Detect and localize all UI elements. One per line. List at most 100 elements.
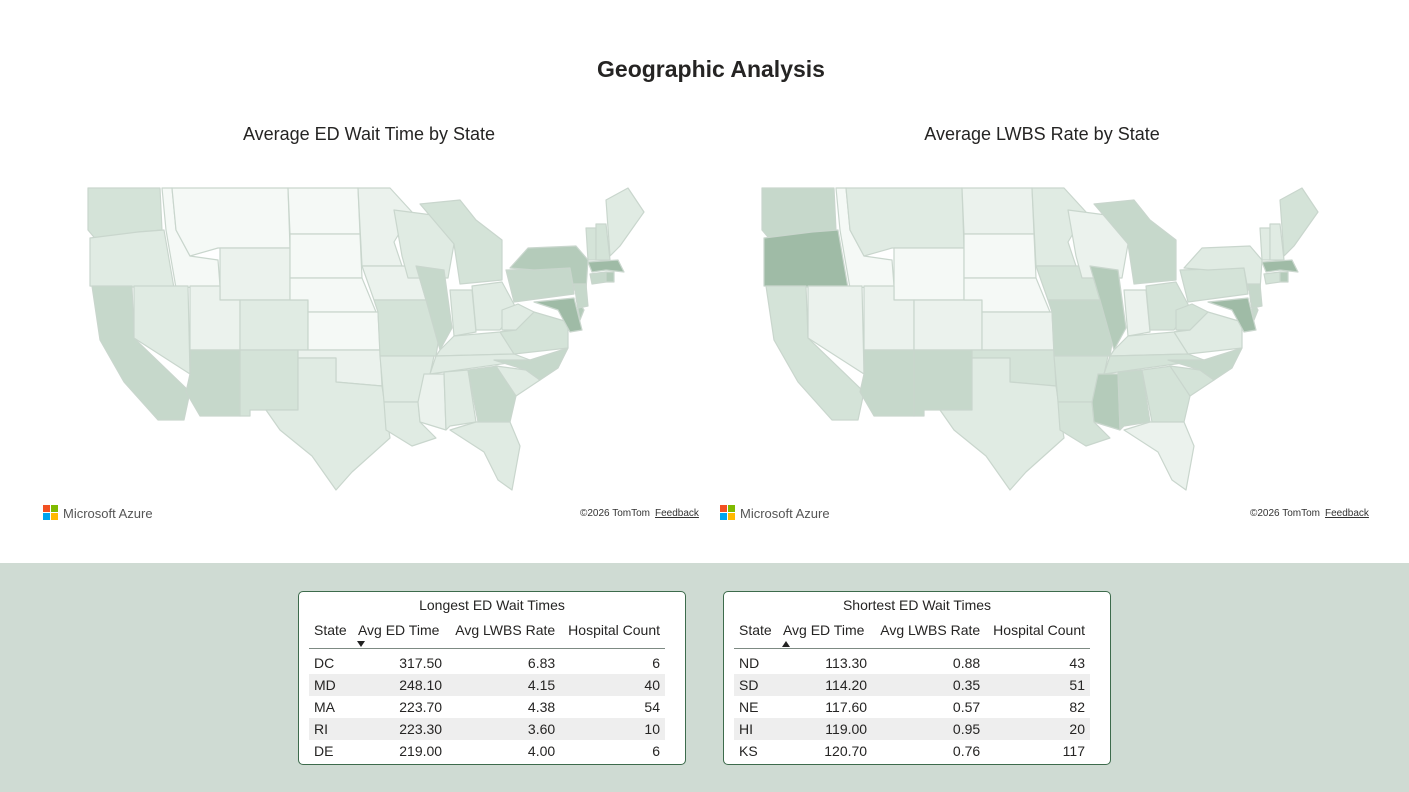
state-md[interactable]	[1207, 297, 1257, 333]
table-row[interactable]: ND 113.30 0.88 43	[734, 649, 1090, 675]
state-sd[interactable]	[289, 233, 363, 279]
col-header-avg-ed-time[interactable]: Avg ED Time	[352, 622, 448, 649]
state-ms[interactable]	[417, 373, 447, 431]
state-nc[interactable]	[1167, 347, 1243, 381]
state-tx[interactable]	[939, 357, 1065, 491]
table-row[interactable]: NE 117.60 0.57 82	[734, 696, 1090, 718]
azure-brand-text: Microsoft Azure	[740, 505, 830, 521]
state-fl[interactable]	[1123, 421, 1195, 491]
state-ca[interactable]	[765, 285, 865, 421]
cell-avg-ed-time: 114.20	[777, 674, 873, 696]
state-tx[interactable]	[265, 357, 391, 491]
state-ks[interactable]	[981, 311, 1055, 351]
cell-state: DC	[314, 655, 335, 671]
state-in[interactable]	[449, 289, 477, 337]
state-il[interactable]	[1089, 265, 1127, 351]
col-header-hospital-count[interactable]: Hospital Count	[560, 622, 665, 649]
state-or[interactable]	[763, 229, 849, 289]
cell-avg-ed-time: 119.00	[777, 718, 873, 740]
state-ct[interactable]	[589, 271, 607, 285]
table-row[interactable]: RI 223.30 3.60 10	[309, 718, 665, 740]
table-row[interactable]: KS 120.70 0.76 117	[734, 740, 1090, 762]
state-ga[interactable]	[1141, 365, 1191, 423]
state-wy[interactable]	[893, 247, 965, 301]
map-wait-time[interactable]	[40, 160, 700, 530]
table-row[interactable]: DE 219.00 4.00 6	[309, 740, 665, 762]
feedback-link[interactable]: Feedback	[655, 508, 699, 519]
state-wv[interactable]	[1175, 303, 1209, 331]
cell-state: HI	[734, 718, 778, 740]
state-mt[interactable]	[171, 187, 291, 257]
state-mi[interactable]	[419, 199, 503, 285]
state-ks[interactable]	[307, 311, 381, 351]
col-header-avg-lwbs-rate[interactable]: Avg LWBS Rate	[447, 622, 561, 649]
state-nd[interactable]	[961, 187, 1035, 235]
state-ri[interactable]	[605, 271, 615, 283]
state-az[interactable]	[185, 349, 241, 417]
col-header-state[interactable]: State	[734, 622, 778, 649]
state-nd[interactable]	[287, 187, 361, 235]
state-nj[interactable]	[1247, 283, 1263, 309]
table-row[interactable]: MD 248.10 4.15 40	[309, 674, 665, 696]
state-vt[interactable]	[585, 227, 597, 261]
page-title: Geographic Analysis	[597, 56, 825, 82]
state-wv[interactable]	[501, 303, 535, 331]
col-header-state[interactable]: State	[309, 622, 353, 649]
map-lwbs-rate[interactable]	[714, 160, 1374, 530]
state-mt[interactable]	[845, 187, 965, 257]
col-header-avg-ed-time[interactable]: Avg ED Time	[777, 622, 873, 649]
azure-attribution: Microsoft Azure	[720, 505, 830, 521]
state-ri[interactable]	[1279, 271, 1289, 283]
state-az[interactable]	[859, 349, 915, 417]
cell-hospital-count: 117	[1062, 743, 1085, 759]
table-row[interactable]: DC 317.50 6.83 6	[309, 649, 665, 675]
col-header-hospital-count[interactable]: Hospital Count	[985, 622, 1090, 649]
state-pa[interactable]	[505, 267, 575, 303]
cell-hospital-count: 10	[560, 718, 665, 740]
state-ma[interactable]	[1261, 259, 1299, 273]
feedback-link[interactable]: Feedback	[1325, 508, 1369, 519]
cell-avg-ed-time: 113.30	[825, 655, 868, 671]
state-il[interactable]	[415, 265, 453, 351]
state-ms[interactable]	[1091, 373, 1121, 431]
us-state-map[interactable]	[40, 160, 700, 530]
table-row[interactable]: SD 114.20 0.35 51	[734, 674, 1090, 696]
state-ga[interactable]	[467, 365, 517, 423]
state-ct[interactable]	[1263, 271, 1281, 285]
state-wy[interactable]	[219, 247, 291, 301]
cell-avg-ed-time: 219.00	[399, 743, 443, 759]
state-co[interactable]	[913, 299, 983, 351]
state-al[interactable]	[443, 369, 477, 431]
sort-descending-icon	[356, 641, 365, 647]
state-co[interactable]	[239, 299, 309, 351]
state-ca[interactable]	[91, 285, 191, 421]
state-or[interactable]	[89, 229, 175, 289]
state-nj[interactable]	[573, 283, 589, 309]
state-nc[interactable]	[493, 347, 569, 381]
state-md[interactable]	[533, 297, 583, 333]
col-header-avg-lwbs-rate[interactable]: Avg LWBS Rate	[872, 622, 986, 649]
state-ma[interactable]	[587, 259, 625, 273]
state-fl[interactable]	[449, 421, 521, 491]
state-me[interactable]	[1279, 187, 1319, 257]
state-mi[interactable]	[1093, 199, 1177, 285]
cell-hospital-count: 82	[1069, 699, 1085, 715]
table-row[interactable]: HI 119.00 0.95 20	[734, 718, 1090, 740]
state-nm[interactable]	[913, 349, 973, 417]
map-title-wait-time: Average ED Wait Time by State	[242, 124, 496, 144]
state-me[interactable]	[605, 187, 645, 257]
table-row[interactable]: MA 223.70 4.38 54	[309, 696, 665, 718]
state-al[interactable]	[1117, 369, 1151, 431]
cell-avg-lwbs-rate: 3.60	[447, 718, 561, 740]
table-title: Longest ED Wait Times	[419, 597, 565, 613]
state-nm[interactable]	[239, 349, 299, 417]
cell-avg-lwbs-rate: 4.00	[527, 743, 556, 759]
state-sd[interactable]	[963, 233, 1037, 279]
state-nh[interactable]	[595, 223, 611, 261]
us-state-map[interactable]	[714, 160, 1374, 530]
state-pa[interactable]	[1179, 267, 1249, 303]
state-in[interactable]	[1123, 289, 1151, 337]
state-vt[interactable]	[1259, 227, 1271, 261]
copyright-text: ©2026 TomTom	[1250, 508, 1320, 519]
state-nh[interactable]	[1269, 223, 1285, 261]
